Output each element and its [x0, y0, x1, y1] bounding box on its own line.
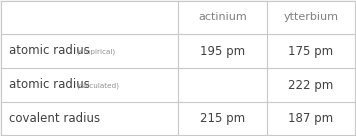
Text: 195 pm: 195 pm	[200, 44, 245, 58]
Text: 222 pm: 222 pm	[288, 78, 334, 92]
Text: ytterbium: ytterbium	[283, 13, 339, 22]
Text: actinium: actinium	[198, 13, 247, 22]
Text: atomic radius: atomic radius	[9, 44, 90, 58]
Text: 215 pm: 215 pm	[200, 112, 245, 125]
Text: covalent radius: covalent radius	[9, 112, 100, 125]
Text: atomic radius: atomic radius	[9, 78, 90, 92]
Text: 187 pm: 187 pm	[288, 112, 334, 125]
Text: 175 pm: 175 pm	[288, 44, 334, 58]
Text: (empirical): (empirical)	[76, 48, 115, 55]
Text: (calculated): (calculated)	[76, 82, 119, 89]
